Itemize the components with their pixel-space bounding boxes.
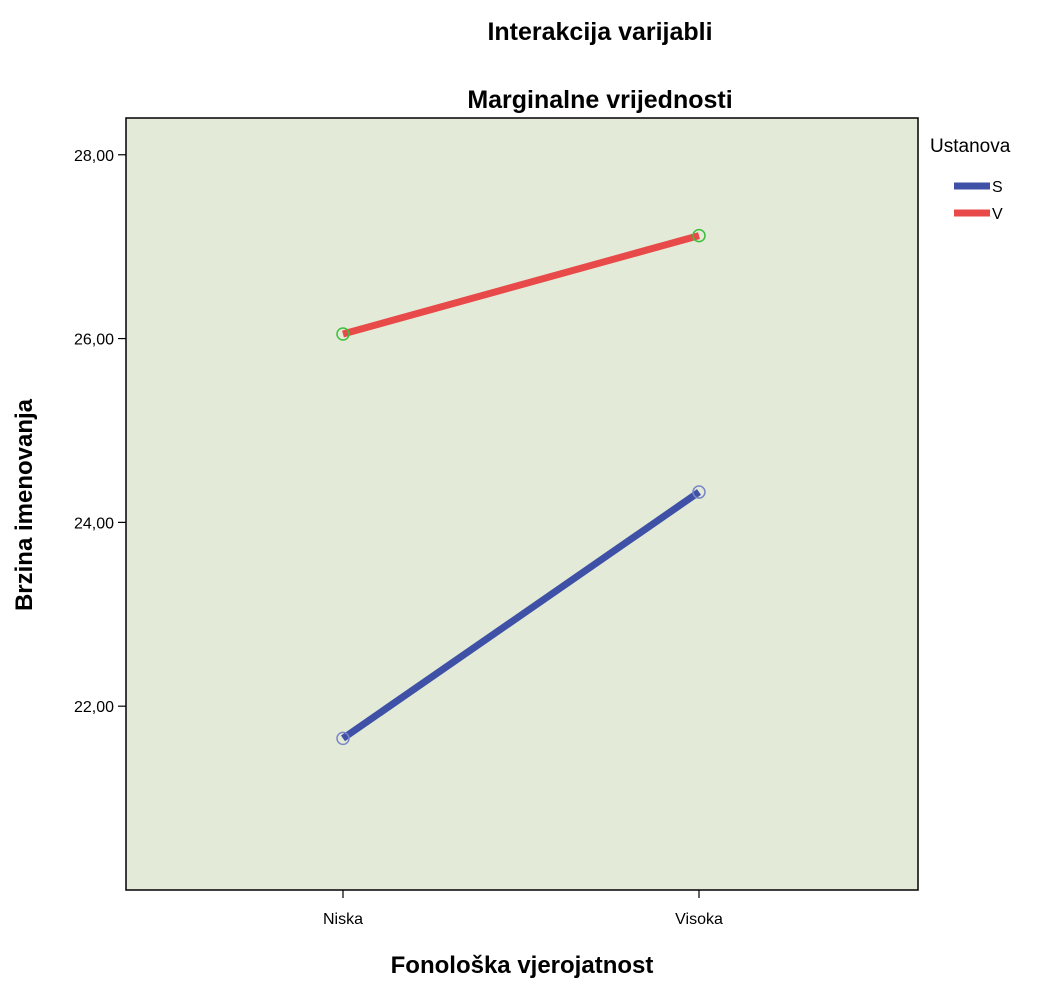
chart-title: Interakcija varijabli — [487, 18, 712, 46]
series-line-s — [341, 489, 701, 742]
data-point-s — [692, 485, 706, 499]
legend-label-v: V — [992, 206, 1003, 223]
x-axis-title: Fonološka vjerojatnost — [391, 952, 654, 979]
series-markers — [336, 228, 706, 746]
y-tick-label: 28,00 — [74, 148, 114, 165]
legend-title: Ustanova — [930, 136, 1011, 157]
x-tick-label: Visoka — [675, 911, 723, 928]
x-axis: Niska Visoka — [323, 890, 723, 928]
series-lines — [341, 232, 701, 742]
x-tick-label: Niska — [323, 911, 363, 928]
data-point-v — [692, 228, 706, 243]
series-line-v — [342, 232, 700, 338]
y-axis-title: Brzina imenovanja — [11, 398, 38, 611]
chart-subtitle: Marginalne vrijednosti — [467, 86, 732, 114]
data-point-v — [336, 327, 350, 341]
y-tick-label: 22,00 — [74, 699, 114, 716]
y-axis: 22,00 24,00 26,00 28,00 — [74, 148, 126, 716]
data-point-s — [336, 731, 350, 746]
y-tick-label: 24,00 — [74, 515, 114, 532]
legend-label-s: S — [992, 179, 1003, 196]
y-tick-label: 26,00 — [74, 332, 114, 349]
plot-area — [125, 117, 919, 891]
legend: SV — [954, 179, 1003, 223]
